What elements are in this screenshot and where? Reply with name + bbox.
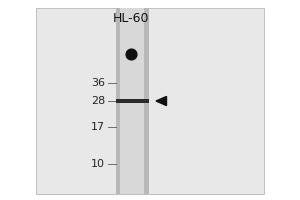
Text: 28: 28 [91,96,105,106]
FancyBboxPatch shape [121,8,144,194]
FancyBboxPatch shape [36,8,264,194]
Text: 17: 17 [91,122,105,132]
Polygon shape [156,96,166,106]
Text: 36: 36 [91,78,105,88]
FancyBboxPatch shape [116,8,148,194]
Text: 10: 10 [91,159,105,169]
FancyBboxPatch shape [116,99,148,103]
Point [128,52,133,56]
Text: HL-60: HL-60 [112,12,149,25]
